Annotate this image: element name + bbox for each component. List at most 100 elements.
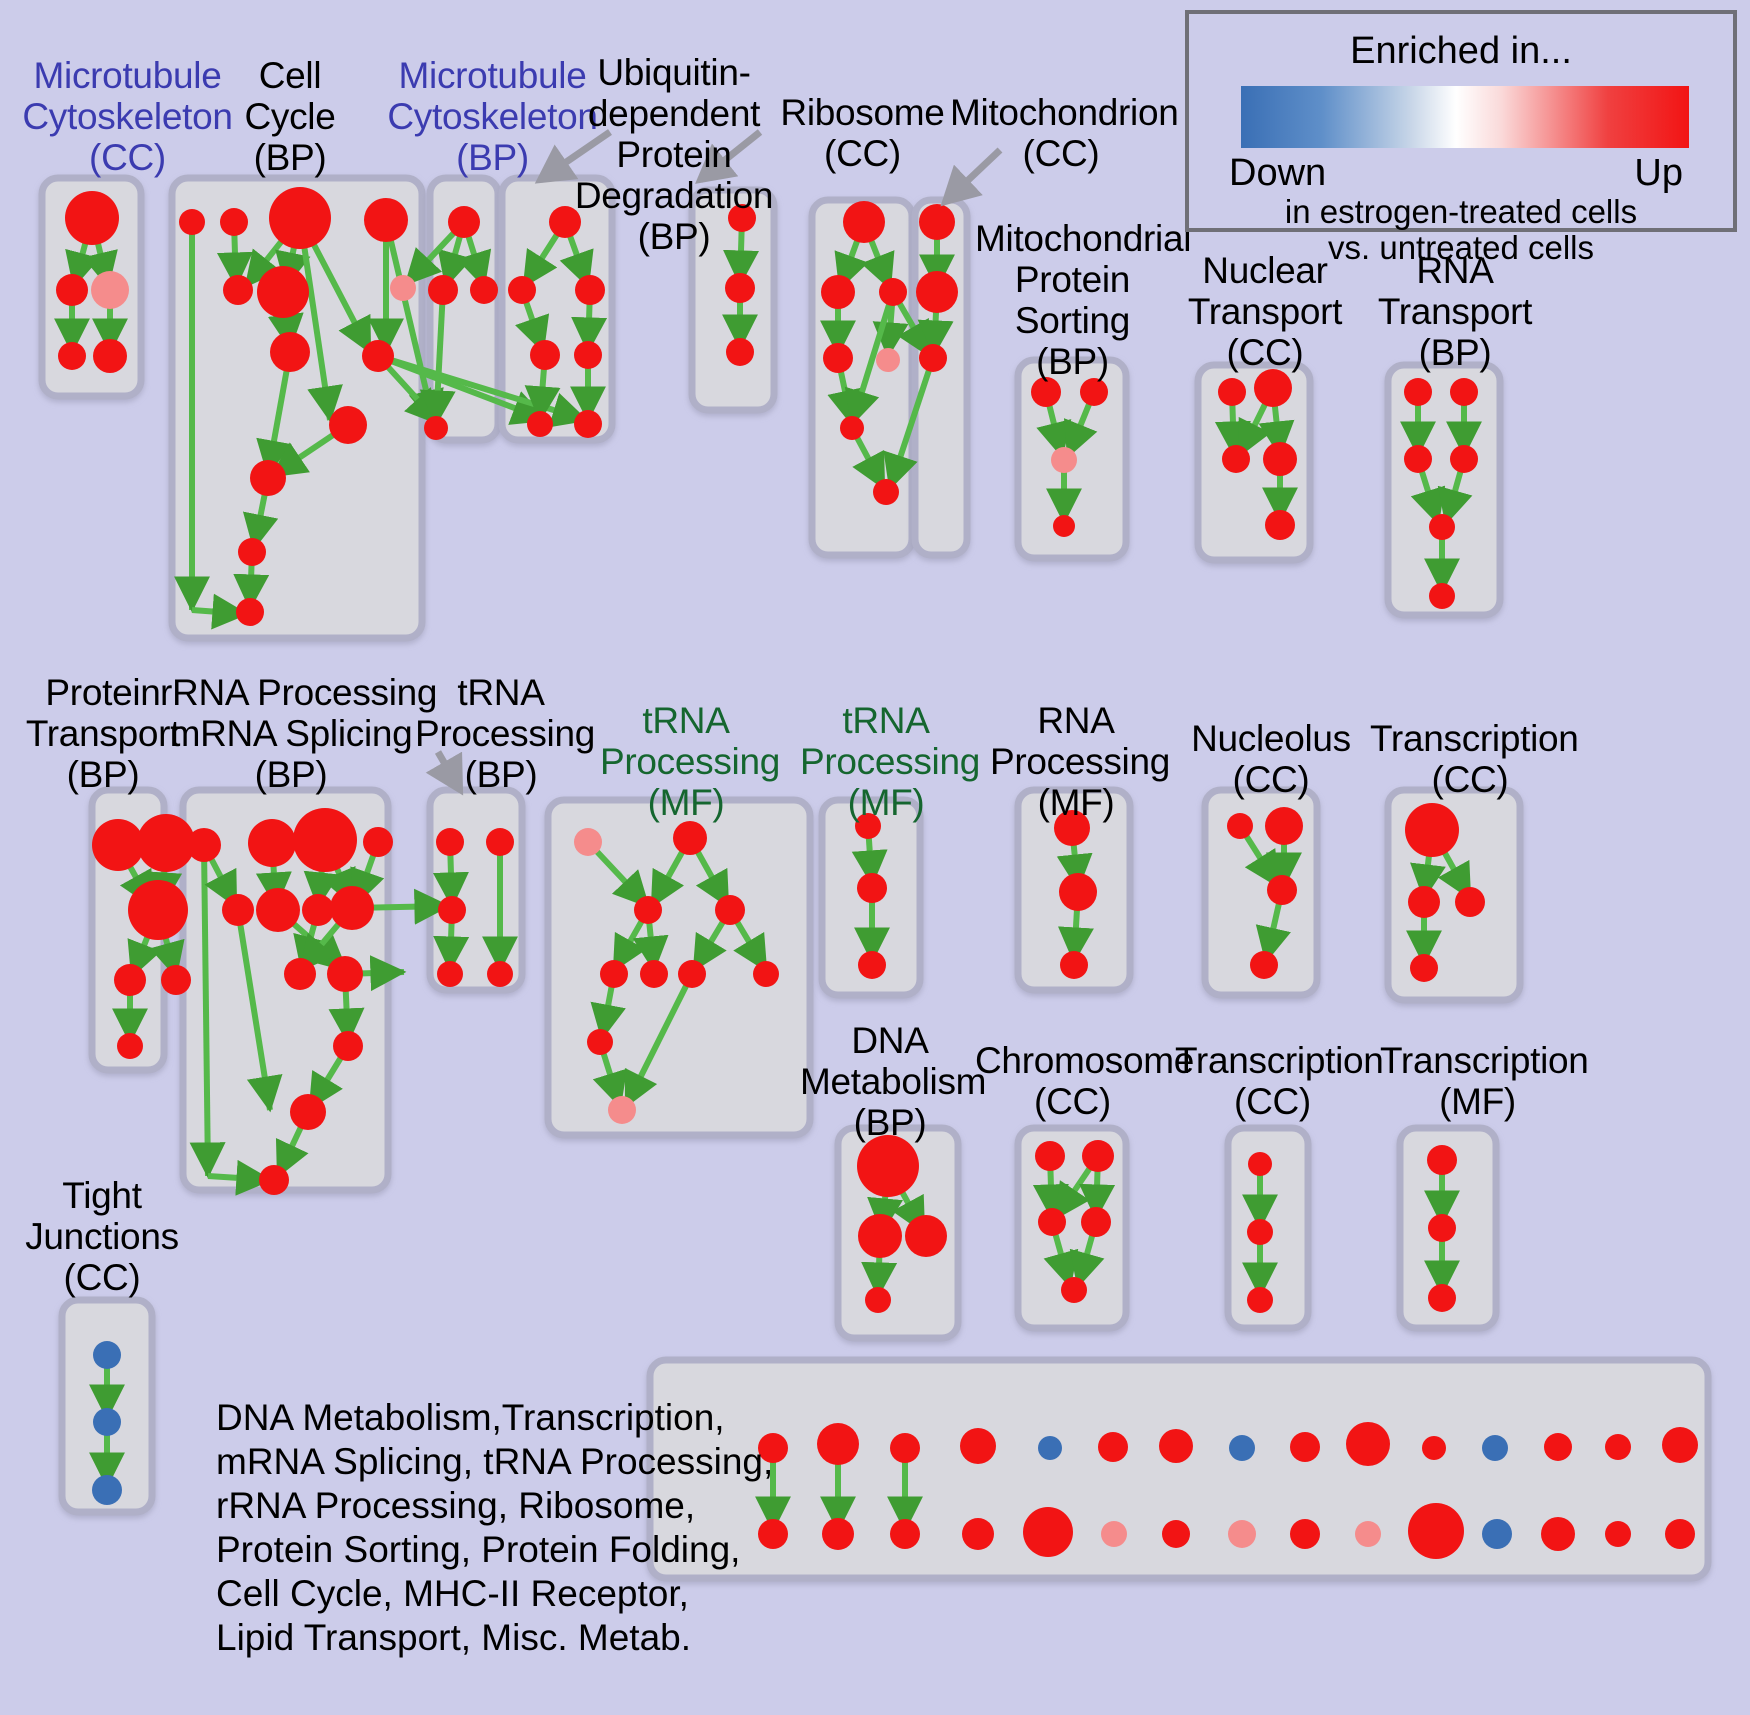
network-node[interactable]: [678, 960, 706, 988]
network-node[interactable]: [1248, 1152, 1272, 1176]
network-node[interactable]: [1250, 951, 1278, 979]
network-node[interactable]: [92, 1475, 122, 1505]
network-node[interactable]: [549, 206, 581, 238]
network-node[interactable]: [1023, 1507, 1073, 1557]
network-node[interactable]: [117, 1033, 143, 1059]
network-node[interactable]: [56, 274, 88, 306]
network-node[interactable]: [390, 275, 416, 301]
network-node[interactable]: [1051, 447, 1077, 473]
network-node[interactable]: [919, 344, 947, 372]
network-node[interactable]: [1247, 1219, 1273, 1245]
network-node[interactable]: [879, 278, 907, 306]
network-node[interactable]: [1081, 1207, 1111, 1237]
network-node[interactable]: [333, 1031, 363, 1061]
network-node[interactable]: [823, 343, 853, 373]
network-node[interactable]: [1038, 1436, 1062, 1460]
network-node[interactable]: [1428, 1284, 1456, 1312]
network-node[interactable]: [1544, 1433, 1572, 1461]
network-node[interactable]: [857, 1135, 919, 1197]
network-node[interactable]: [438, 896, 466, 924]
network-node[interactable]: [91, 271, 129, 309]
network-node[interactable]: [1428, 1214, 1456, 1242]
network-node[interactable]: [1267, 875, 1297, 905]
network-node[interactable]: [673, 821, 707, 855]
network-node[interactable]: [486, 828, 514, 856]
network-node[interactable]: [290, 1094, 326, 1130]
network-node[interactable]: [1082, 1140, 1114, 1172]
network-node[interactable]: [329, 406, 367, 444]
network-node[interactable]: [1254, 369, 1292, 407]
network-node[interactable]: [92, 819, 144, 871]
network-node[interactable]: [962, 1518, 994, 1550]
network-node[interactable]: [1054, 810, 1090, 846]
network-node[interactable]: [758, 1519, 788, 1549]
network-node[interactable]: [890, 1433, 920, 1463]
network-node[interactable]: [65, 191, 119, 245]
network-node[interactable]: [1229, 1435, 1255, 1461]
network-node[interactable]: [600, 960, 628, 988]
network-node[interactable]: [250, 460, 286, 496]
network-node[interactable]: [220, 208, 248, 236]
network-node[interactable]: [1290, 1519, 1320, 1549]
network-node[interactable]: [1218, 378, 1246, 406]
network-node[interactable]: [574, 828, 602, 856]
network-node[interactable]: [858, 951, 886, 979]
network-node[interactable]: [1290, 1432, 1320, 1462]
network-node[interactable]: [114, 964, 146, 996]
network-node[interactable]: [1404, 445, 1432, 473]
network-node[interactable]: [821, 275, 855, 309]
network-node[interactable]: [508, 276, 536, 304]
network-node[interactable]: [436, 828, 464, 856]
network-node[interactable]: [437, 961, 463, 987]
network-node[interactable]: [1605, 1521, 1631, 1547]
network-node[interactable]: [128, 880, 188, 940]
network-node[interactable]: [1059, 873, 1097, 911]
network-node[interactable]: [1482, 1519, 1512, 1549]
network-node[interactable]: [1450, 378, 1478, 406]
network-node[interactable]: [1346, 1422, 1390, 1466]
network-node[interactable]: [634, 896, 662, 924]
network-node[interactable]: [1265, 807, 1303, 845]
network-node[interactable]: [1031, 377, 1061, 407]
network-node[interactable]: [1422, 1436, 1446, 1460]
network-node[interactable]: [527, 411, 553, 437]
network-node[interactable]: [161, 965, 191, 995]
network-node[interactable]: [840, 416, 864, 440]
network-node[interactable]: [1450, 445, 1478, 473]
network-node[interactable]: [1482, 1435, 1508, 1461]
network-node[interactable]: [919, 204, 955, 240]
network-node[interactable]: [448, 206, 480, 238]
network-node[interactable]: [179, 209, 205, 235]
network-node[interactable]: [1605, 1434, 1631, 1460]
network-node[interactable]: [1405, 803, 1459, 857]
network-node[interactable]: [270, 332, 310, 372]
network-node[interactable]: [1355, 1521, 1381, 1547]
network-node[interactable]: [1038, 1208, 1066, 1236]
network-node[interactable]: [725, 273, 755, 303]
network-node[interactable]: [223, 275, 253, 305]
network-node[interactable]: [1060, 951, 1088, 979]
network-node[interactable]: [58, 342, 86, 370]
network-node[interactable]: [330, 886, 374, 930]
network-node[interactable]: [137, 814, 195, 872]
network-node[interactable]: [758, 1433, 788, 1463]
network-node[interactable]: [530, 340, 560, 370]
network-node[interactable]: [1162, 1520, 1190, 1548]
network-node[interactable]: [256, 888, 300, 932]
network-node[interactable]: [1408, 1503, 1464, 1559]
network-node[interactable]: [574, 341, 602, 369]
network-node[interactable]: [822, 1518, 854, 1550]
network-node[interactable]: [890, 1519, 920, 1549]
network-node[interactable]: [876, 348, 900, 372]
network-node[interactable]: [1665, 1519, 1695, 1549]
network-node[interactable]: [293, 808, 357, 872]
network-node[interactable]: [726, 338, 754, 366]
network-node[interactable]: [587, 1029, 613, 1055]
network-node[interactable]: [753, 961, 779, 987]
network-node[interactable]: [487, 961, 513, 987]
network-node[interactable]: [1222, 445, 1250, 473]
network-node[interactable]: [1263, 442, 1297, 476]
network-node[interactable]: [269, 187, 331, 249]
network-node[interactable]: [284, 958, 316, 990]
network-node[interactable]: [1427, 1145, 1457, 1175]
